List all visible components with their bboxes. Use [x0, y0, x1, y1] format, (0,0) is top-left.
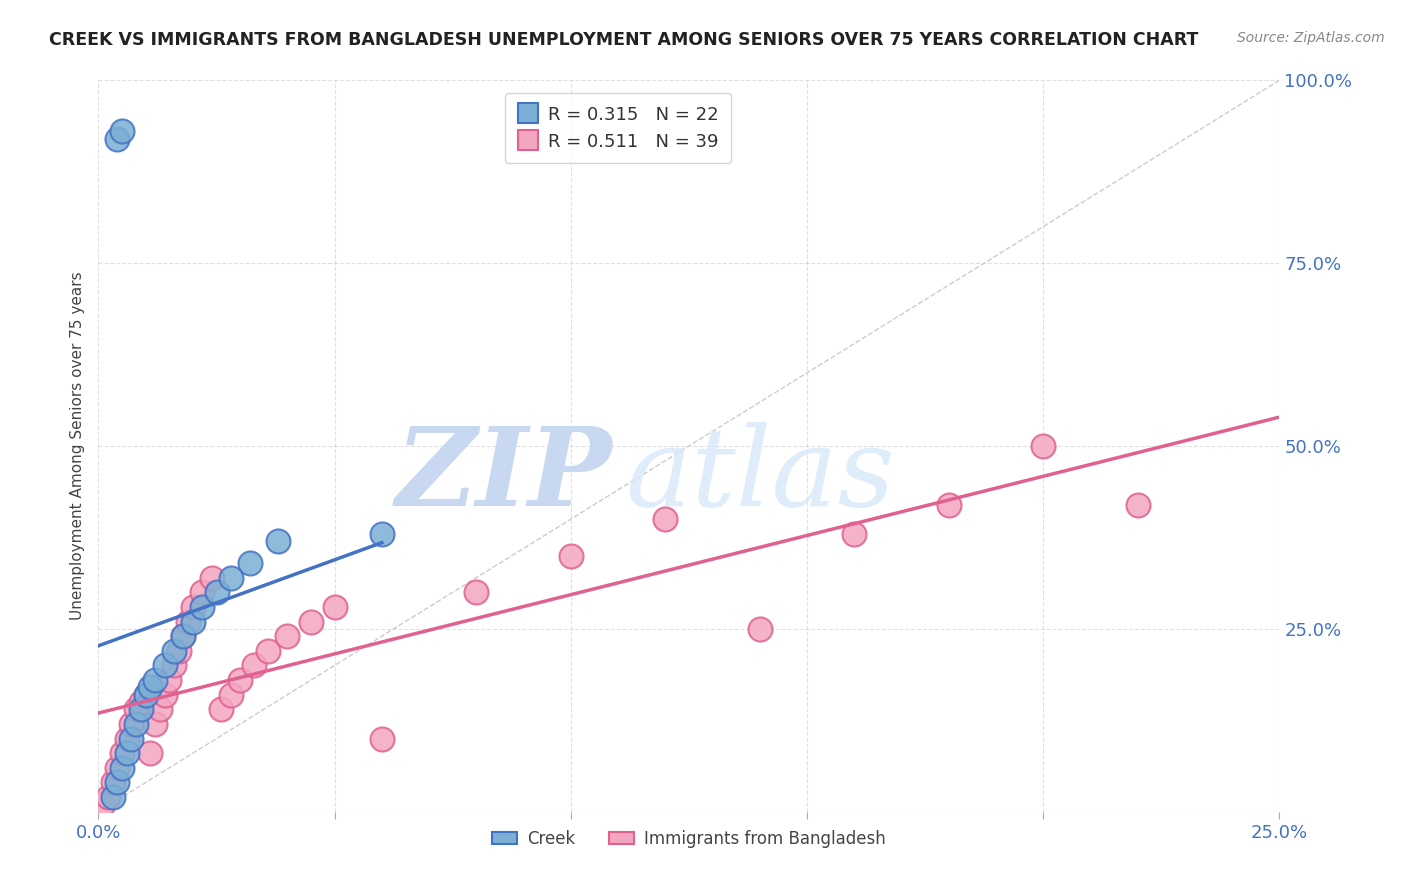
Text: atlas: atlas — [626, 422, 894, 529]
Point — [101, 790, 124, 805]
Point — [125, 702, 148, 716]
Point — [105, 775, 128, 789]
Point — [121, 717, 143, 731]
Point — [167, 644, 190, 658]
Point — [201, 571, 224, 585]
Point — [135, 688, 157, 702]
Point — [243, 658, 266, 673]
Point — [153, 658, 176, 673]
Point — [181, 615, 204, 629]
Point — [163, 644, 186, 658]
Point — [229, 673, 252, 687]
Point — [135, 688, 157, 702]
Point — [105, 132, 128, 146]
Point — [239, 556, 262, 570]
Point — [1032, 439, 1054, 453]
Point — [163, 658, 186, 673]
Point — [560, 549, 582, 563]
Point — [257, 644, 280, 658]
Point — [299, 615, 322, 629]
Point — [101, 775, 124, 789]
Point — [105, 761, 128, 775]
Point — [267, 534, 290, 549]
Point — [748, 622, 770, 636]
Point — [276, 629, 298, 643]
Point — [115, 746, 138, 760]
Point — [181, 599, 204, 614]
Point — [371, 526, 394, 541]
Point — [177, 615, 200, 629]
Point — [209, 702, 232, 716]
Point — [465, 585, 488, 599]
Point — [143, 717, 166, 731]
Point — [157, 673, 180, 687]
Point — [115, 731, 138, 746]
Point — [1126, 498, 1149, 512]
Point — [191, 599, 214, 614]
Point — [654, 512, 676, 526]
Point — [111, 746, 134, 760]
Point — [121, 731, 143, 746]
Point — [172, 629, 194, 643]
Point — [111, 124, 134, 138]
Point — [139, 746, 162, 760]
Legend: Creek, Immigrants from Bangladesh: Creek, Immigrants from Bangladesh — [485, 823, 893, 855]
Point — [205, 585, 228, 599]
Point — [129, 702, 152, 716]
Point — [111, 761, 134, 775]
Point — [125, 717, 148, 731]
Point — [139, 681, 162, 695]
Point — [143, 673, 166, 687]
Y-axis label: Unemployment Among Seniors over 75 years: Unemployment Among Seniors over 75 years — [69, 272, 84, 620]
Point — [153, 688, 176, 702]
Point — [938, 498, 960, 512]
Point — [371, 731, 394, 746]
Text: Source: ZipAtlas.com: Source: ZipAtlas.com — [1237, 31, 1385, 45]
Point — [844, 526, 866, 541]
Point — [219, 571, 242, 585]
Point — [91, 797, 114, 812]
Point — [129, 695, 152, 709]
Point — [97, 790, 120, 805]
Point — [149, 702, 172, 716]
Point — [219, 688, 242, 702]
Point — [172, 629, 194, 643]
Point — [323, 599, 346, 614]
Point — [191, 585, 214, 599]
Text: CREEK VS IMMIGRANTS FROM BANGLADESH UNEMPLOYMENT AMONG SENIORS OVER 75 YEARS COR: CREEK VS IMMIGRANTS FROM BANGLADESH UNEM… — [49, 31, 1198, 49]
Text: ZIP: ZIP — [395, 422, 612, 529]
